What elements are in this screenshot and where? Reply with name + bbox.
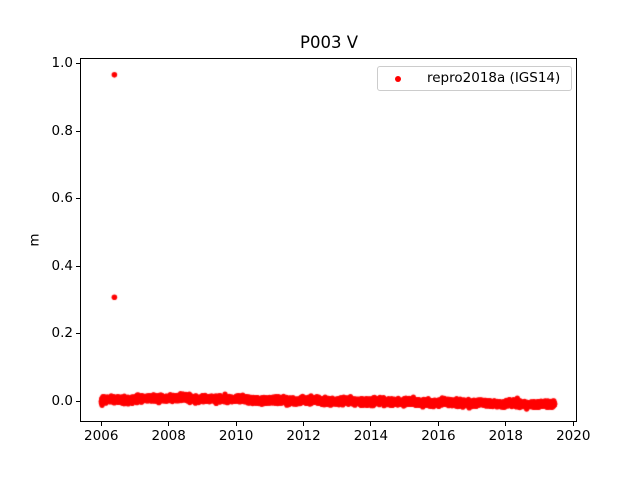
x-tick-label: 2008 xyxy=(151,428,186,444)
y-tick-mark xyxy=(76,198,80,200)
x-tick-mark xyxy=(168,422,170,426)
y-tick-label: 1.0 xyxy=(51,55,73,72)
chart-title: P003 V xyxy=(300,33,358,52)
y-tick-mark xyxy=(76,130,80,132)
y-tick-mark xyxy=(76,63,80,65)
legend: repro2018a (IGS14) xyxy=(377,66,572,91)
x-tick-label: 2006 xyxy=(84,428,119,444)
x-tick-mark xyxy=(370,422,372,426)
x-tick-label: 2016 xyxy=(421,428,456,444)
y-tick-label: 0.4 xyxy=(51,257,73,274)
x-tick-label: 2018 xyxy=(488,428,524,444)
legend-label: repro2018a (IGS14) xyxy=(427,70,561,86)
y-tick-mark xyxy=(76,333,80,335)
y-tick-label: 0.6 xyxy=(51,190,73,207)
y-tick-mark xyxy=(76,265,80,267)
x-tick-mark xyxy=(505,422,507,426)
y-tick-label: 0.2 xyxy=(51,325,73,342)
y-tick-label: 0.0 xyxy=(51,392,73,409)
x-tick-label: 2012 xyxy=(286,428,321,444)
legend-marker-dot-icon xyxy=(395,76,401,82)
x-tick-mark xyxy=(235,422,237,426)
x-tick-label: 2010 xyxy=(218,428,254,444)
y-tick-label: 0.8 xyxy=(51,122,73,139)
plot-area xyxy=(80,58,577,422)
y-tick-mark xyxy=(76,400,80,402)
x-tick-mark xyxy=(100,422,102,426)
x-tick-mark xyxy=(572,422,574,426)
x-tick-label: 2020 xyxy=(556,428,591,444)
x-tick-mark xyxy=(303,422,305,426)
x-tick-label: 2014 xyxy=(353,428,389,444)
y-axis-label: m xyxy=(26,233,43,247)
x-tick-mark xyxy=(437,422,439,426)
